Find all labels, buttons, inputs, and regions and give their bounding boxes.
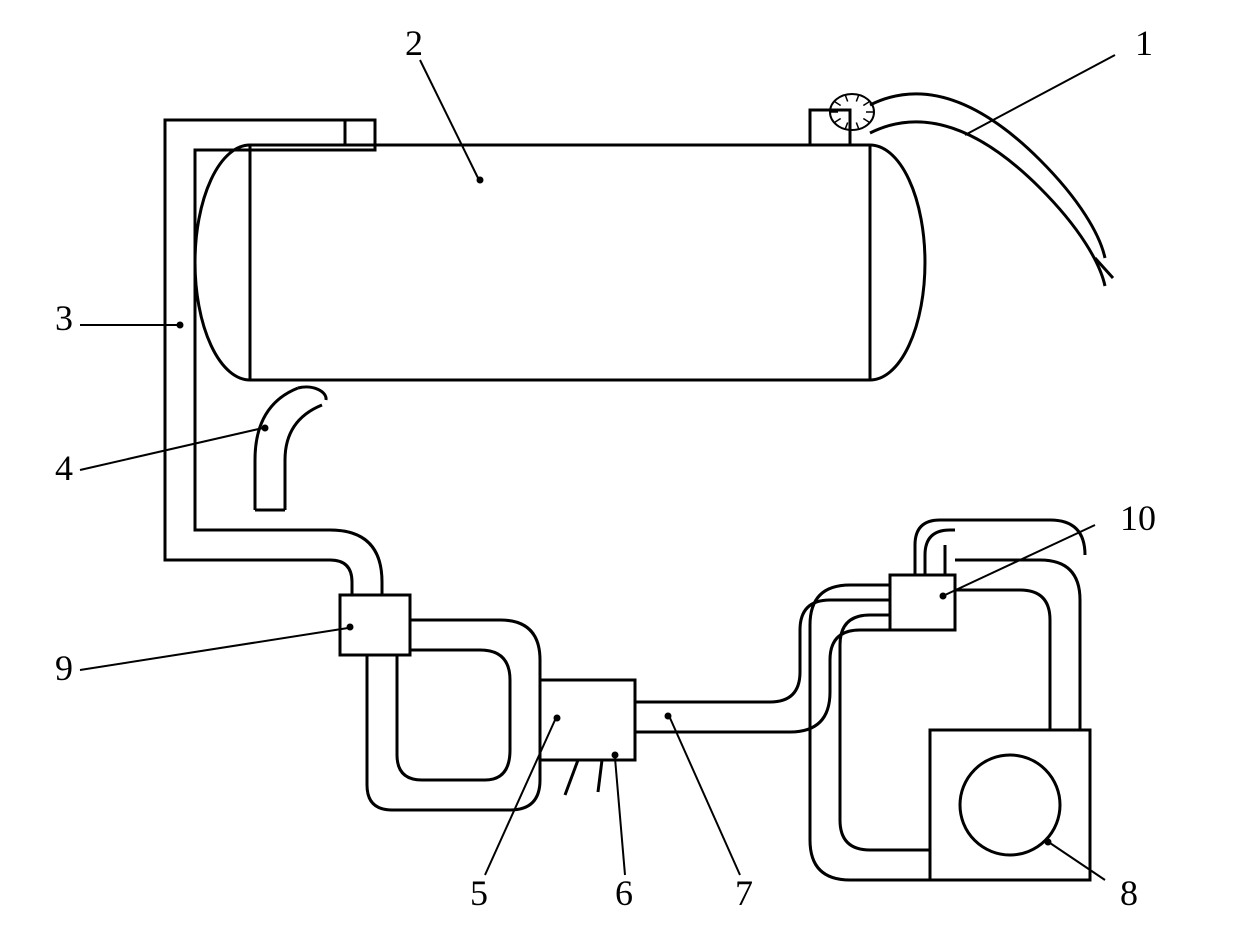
label-2: 2	[405, 23, 423, 63]
tank	[195, 145, 925, 380]
leader-2	[420, 60, 478, 178]
pipe-10-to-8-top	[915, 520, 1085, 730]
label-10: 10	[1120, 498, 1156, 538]
leader-dot-8	[1045, 839, 1052, 846]
label-1: 1	[1135, 23, 1153, 63]
label-9: 9	[55, 648, 73, 688]
hose	[810, 94, 1113, 286]
leader-4	[80, 428, 263, 470]
label-3: 3	[55, 298, 73, 338]
leader-6	[615, 758, 625, 875]
pipe-3	[165, 120, 382, 595]
leader-dot-4	[262, 425, 269, 432]
leader-9	[80, 628, 348, 670]
label-7: 7	[735, 873, 753, 913]
pipe-9-to-6	[367, 620, 540, 810]
leader-dot-2	[477, 177, 484, 184]
leader-7	[670, 718, 740, 875]
label-4: 4	[55, 448, 73, 488]
pipe-4	[255, 387, 326, 510]
leader-dot-7	[665, 713, 672, 720]
leader-dot-9	[347, 624, 354, 631]
box-8	[930, 730, 1090, 880]
label-6: 6	[615, 873, 633, 913]
leader-1	[965, 55, 1115, 135]
box-10	[890, 575, 955, 630]
leader-dot-5	[554, 715, 561, 722]
leader-dot-10	[940, 593, 947, 600]
leader-dot-6	[612, 752, 619, 759]
leader-dot-3	[177, 322, 184, 329]
leader-5	[485, 720, 555, 875]
label-5: 5	[470, 873, 488, 913]
label-8: 8	[1120, 873, 1138, 913]
box-6	[540, 680, 635, 795]
